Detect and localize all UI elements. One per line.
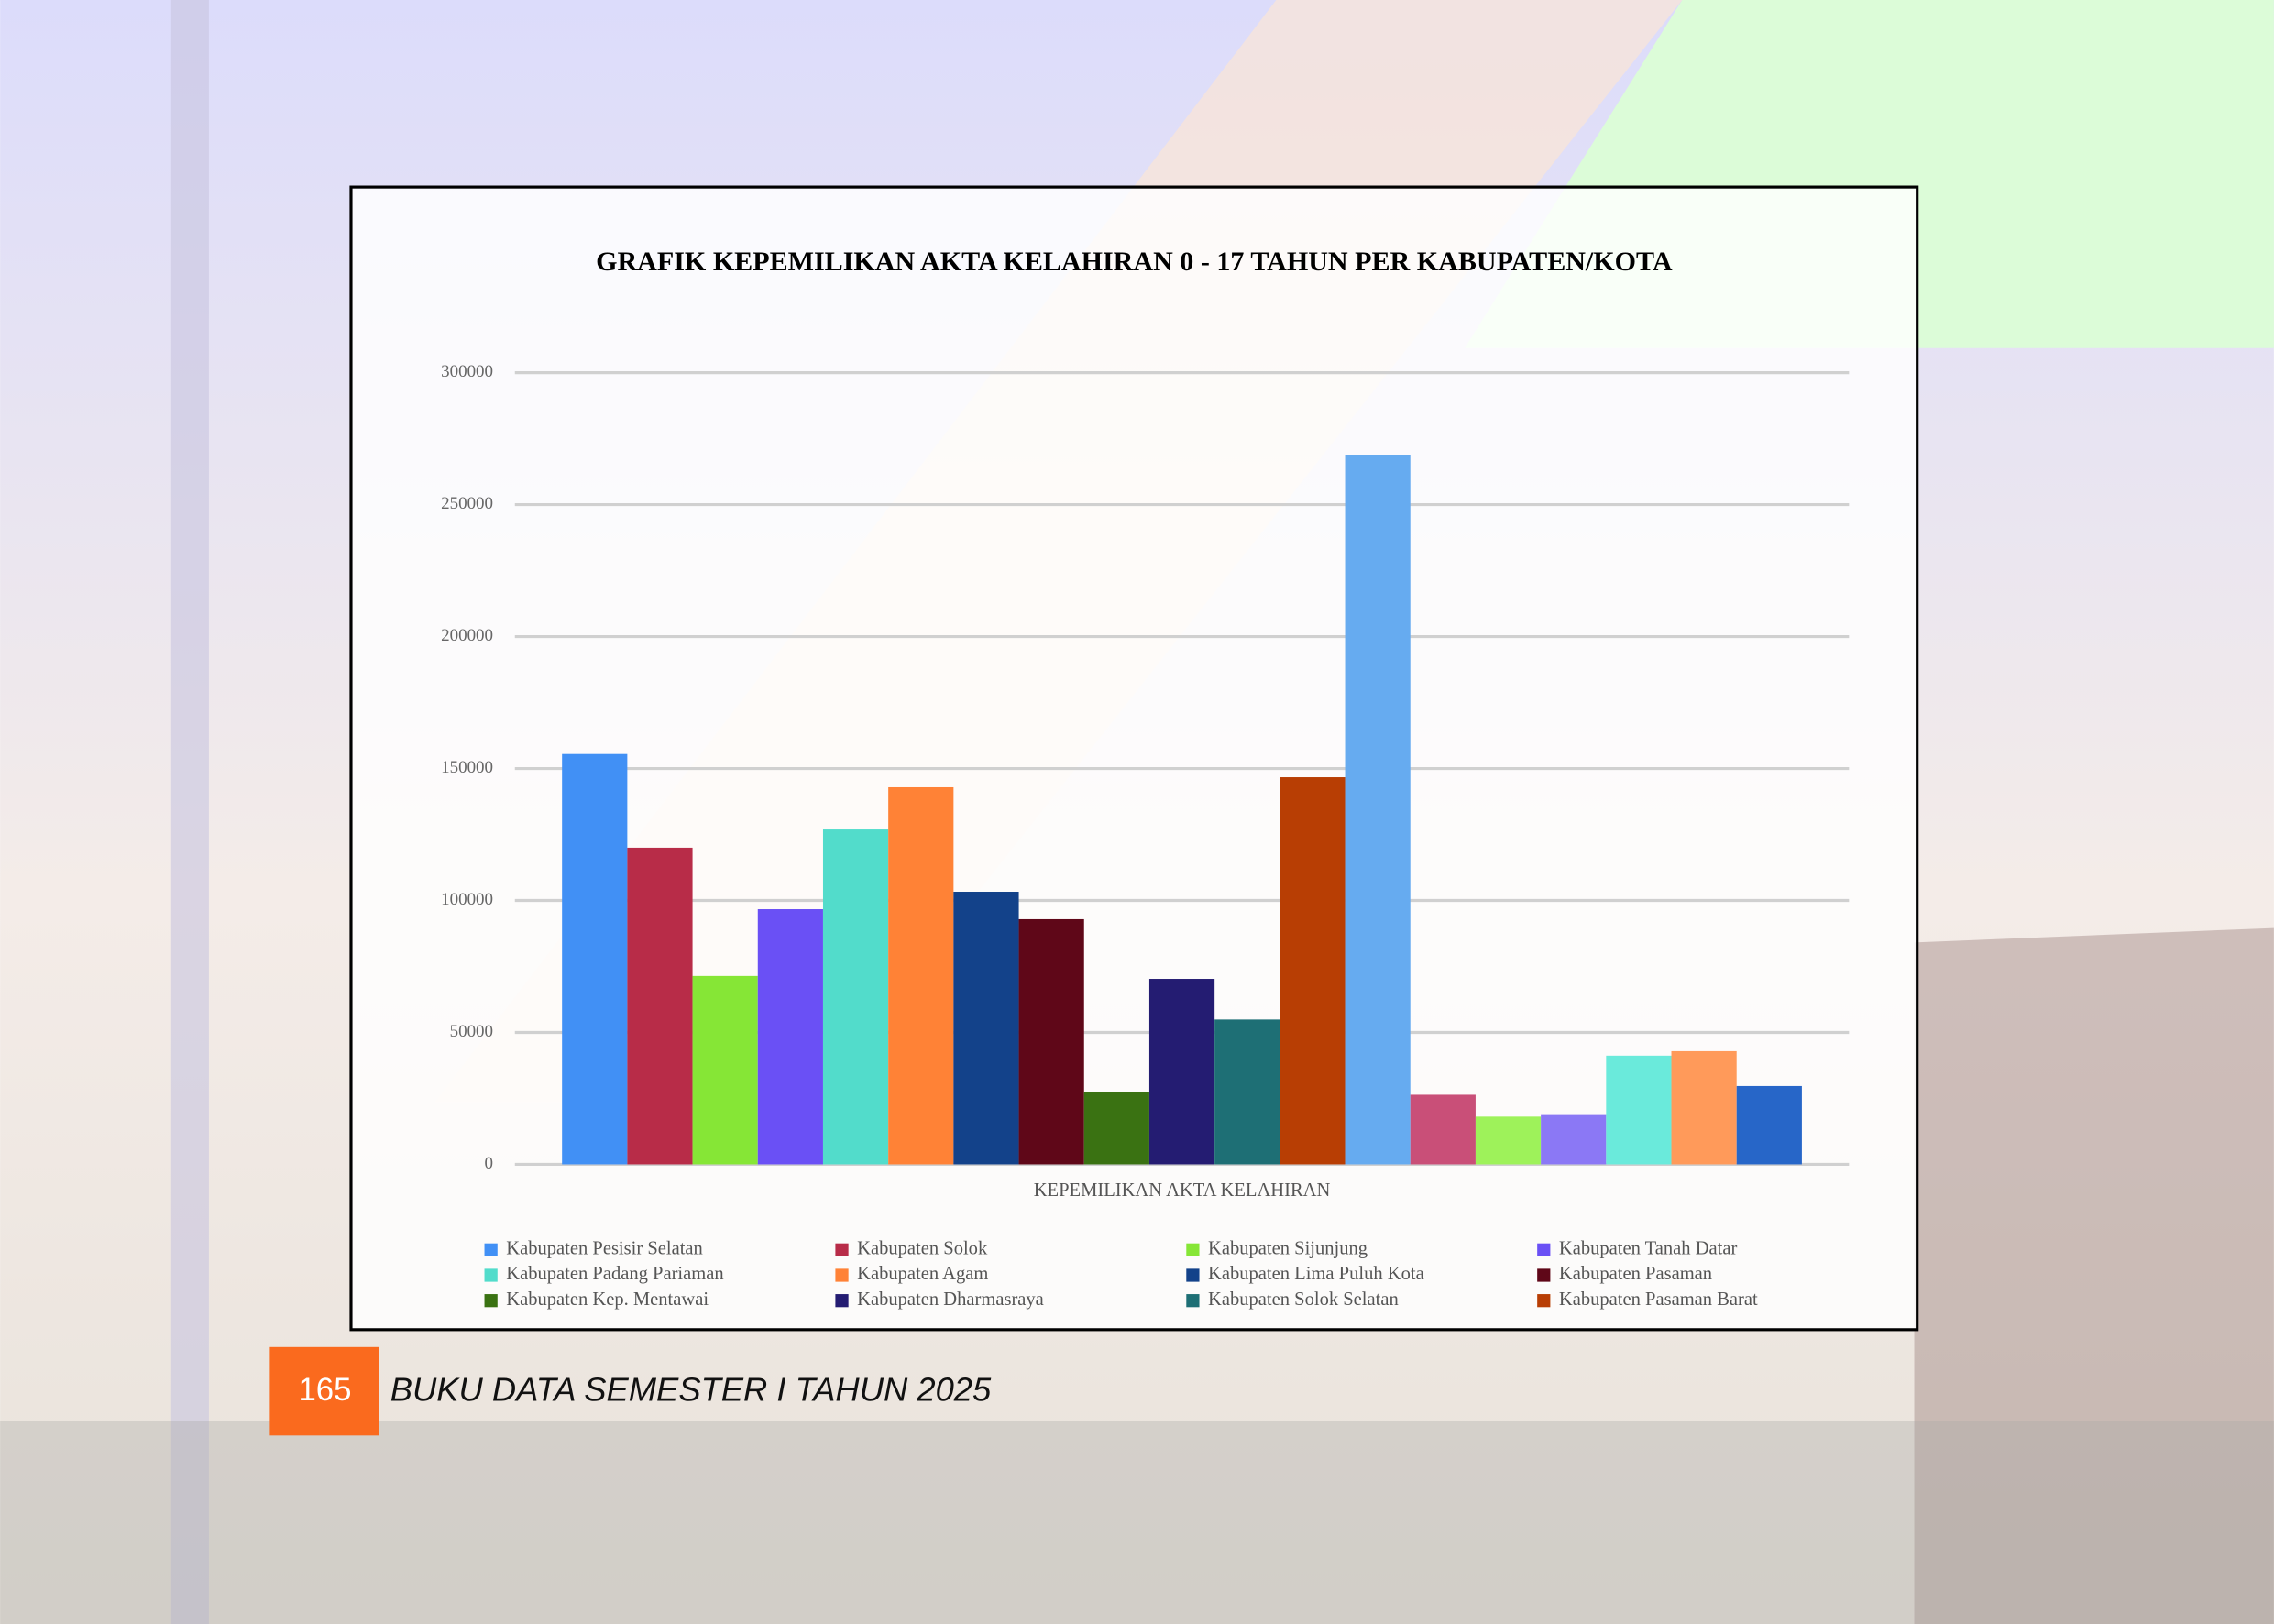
legend-swatch <box>835 1294 849 1308</box>
y-tick-label: 300000 <box>441 362 493 381</box>
legend-label: Kabupaten Agam <box>857 1264 988 1284</box>
bar <box>1280 777 1346 1165</box>
bar <box>1736 1085 1802 1165</box>
page-number: 165 <box>298 1372 351 1408</box>
background-shape <box>1914 927 2274 1624</box>
legend-label: Kabupaten Tanah Datar <box>1559 1239 1738 1259</box>
bar <box>692 975 758 1165</box>
legend-swatch <box>1537 1243 1551 1256</box>
legend-swatch <box>1186 1243 1200 1256</box>
footer-title: BUKU DATA SEMESTER I TAHUN 2025 <box>390 1370 992 1408</box>
legend-label: Kabupaten Kep. Mentawai <box>506 1289 709 1310</box>
legend-swatch <box>1186 1294 1200 1308</box>
legend-swatch <box>484 1268 498 1282</box>
legend-label: Kabupaten Padang Pariaman <box>506 1264 723 1284</box>
bar <box>1018 918 1084 1165</box>
background-shape <box>170 0 209 1624</box>
bar <box>627 847 693 1165</box>
bar <box>1345 455 1411 1165</box>
legend-swatch <box>484 1294 498 1308</box>
y-tick-label: 0 <box>485 1154 493 1173</box>
y-tick-label: 250000 <box>441 494 493 513</box>
legend-label: Kabupaten Lima Puluh Kota <box>1208 1264 1424 1284</box>
bar <box>1606 1055 1672 1165</box>
legend-label: Kabupaten Sijunjung <box>1208 1239 1368 1259</box>
bar <box>953 892 1019 1165</box>
background-shape <box>0 1421 2274 1624</box>
bar <box>1214 1019 1280 1165</box>
bar <box>1671 1050 1737 1165</box>
page-number-box <box>269 1346 379 1436</box>
bar <box>757 909 823 1165</box>
bar <box>1083 1092 1149 1165</box>
bar <box>822 829 889 1165</box>
legend-label: Kabupaten Pesisir Selatan <box>506 1239 703 1259</box>
plot: 0 50000 100000 150000 200000 250000 300000 Kabu… <box>441 362 1850 1310</box>
legend-swatch <box>1537 1268 1551 1282</box>
legend-label: Kabupaten Pasaman <box>1559 1264 1712 1284</box>
legend-swatch <box>484 1243 498 1256</box>
legend-label: Kabupaten Solok <box>857 1239 988 1259</box>
x-axis-label: KEPEMILIKAN AKTA KELAHIRAN <box>1034 1180 1331 1201</box>
bar <box>1410 1094 1476 1165</box>
bar <box>1541 1114 1607 1165</box>
y-tick-label: 50000 <box>450 1022 493 1041</box>
legend-label: Kabupaten Dharmasraya <box>857 1289 1044 1310</box>
y-tick-label: 200000 <box>441 626 493 645</box>
bar <box>1148 979 1215 1165</box>
legend-swatch <box>1186 1268 1200 1282</box>
bar <box>562 753 628 1165</box>
legend-label: Kabupaten Pasaman Barat <box>1559 1289 1758 1310</box>
bar <box>1475 1116 1542 1165</box>
legend-swatch <box>835 1268 849 1282</box>
chart-title: GRAFIK KEPEMILIKAN AKTA KELAHIRAN 0 - 17… <box>596 246 1673 277</box>
legend-swatch <box>1537 1294 1551 1308</box>
y-tick-label: 150000 <box>441 758 493 777</box>
legend-label: Kabupaten Solok Selatan <box>1208 1289 1399 1310</box>
y-tick-label: 100000 <box>441 890 493 909</box>
bar <box>888 786 954 1165</box>
legend-swatch <box>835 1243 849 1256</box>
